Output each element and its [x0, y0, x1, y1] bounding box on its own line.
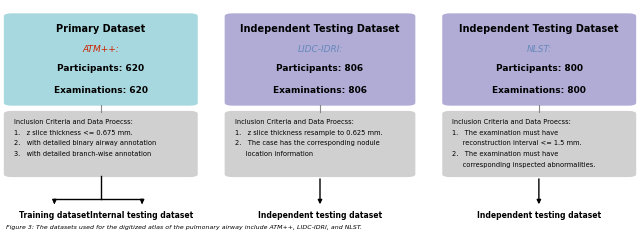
FancyBboxPatch shape [225, 13, 415, 106]
FancyBboxPatch shape [225, 111, 415, 177]
Text: Inclusion Criteria and Data Proecss:: Inclusion Criteria and Data Proecss: [235, 119, 354, 125]
Text: Participants: 620: Participants: 620 [57, 64, 145, 73]
Text: Independent Testing Dataset: Independent Testing Dataset [240, 24, 400, 34]
Text: Participants: 806: Participants: 806 [276, 64, 364, 73]
Text: Independent testing dataset: Independent testing dataset [258, 211, 382, 220]
Text: Examinations: 806: Examinations: 806 [273, 86, 367, 95]
Text: 2.   with detailed binary airway annotation: 2. with detailed binary airway annotatio… [14, 140, 156, 146]
FancyBboxPatch shape [442, 111, 636, 177]
Text: Examinations: 620: Examinations: 620 [54, 86, 148, 95]
Text: 3.   with detailed branch-wise annotation: 3. with detailed branch-wise annotation [14, 151, 151, 157]
Text: NLST:: NLST: [527, 45, 552, 54]
FancyBboxPatch shape [4, 111, 198, 177]
Text: Primary Dataset: Primary Dataset [56, 24, 145, 34]
Text: reconstruction interval <= 1.5 mm.: reconstruction interval <= 1.5 mm. [452, 140, 582, 146]
Text: Examinations: 800: Examinations: 800 [492, 86, 586, 95]
Text: Independent Testing Dataset: Independent Testing Dataset [460, 24, 619, 34]
Text: corresponding inspected abnormalities.: corresponding inspected abnormalities. [452, 162, 596, 168]
Text: LIDC-IDRI:: LIDC-IDRI: [298, 45, 342, 54]
FancyBboxPatch shape [4, 13, 198, 106]
Text: 1.   z slice thickness <= 0.675 mm.: 1. z slice thickness <= 0.675 mm. [14, 130, 133, 136]
Text: Participants: 800: Participants: 800 [496, 64, 582, 73]
Text: 1.   The examination must have: 1. The examination must have [452, 130, 559, 136]
Text: Inclusion Criteria and Data Proecss:: Inclusion Criteria and Data Proecss: [14, 119, 133, 125]
FancyBboxPatch shape [442, 13, 636, 106]
Text: location information: location information [235, 151, 313, 157]
Text: Training dataset: Training dataset [19, 211, 90, 220]
Text: Figure 3: The datasets used for the digitized atlas of the pulmonary airway incl: Figure 3: The datasets used for the digi… [6, 225, 362, 230]
Text: Independent testing dataset: Independent testing dataset [477, 211, 601, 220]
Text: 2.   The case has the corresponding nodule: 2. The case has the corresponding nodule [235, 140, 380, 146]
Text: 2.   The examination must have: 2. The examination must have [452, 151, 559, 157]
Text: Internal testing dataset: Internal testing dataset [90, 211, 194, 220]
Text: ATM++:: ATM++: [83, 45, 119, 54]
Text: Inclusion Criteria and Data Proecss:: Inclusion Criteria and Data Proecss: [452, 119, 572, 125]
Text: 1.   z slice thickness resample to 0.625 mm.: 1. z slice thickness resample to 0.625 m… [235, 130, 383, 136]
